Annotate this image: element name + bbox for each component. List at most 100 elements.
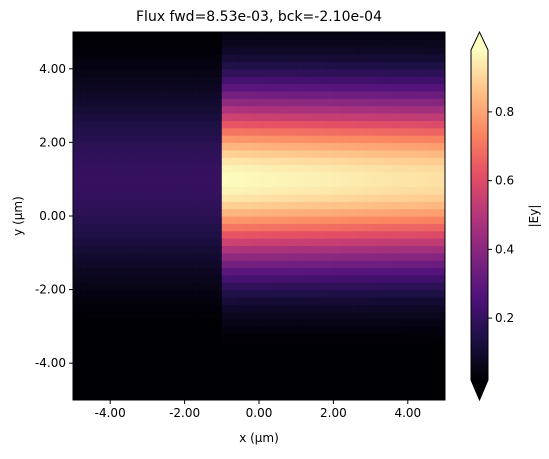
heatmap-cell <box>206 311 215 320</box>
heatmap-cell <box>378 326 387 335</box>
heatmap-cell <box>95 223 104 232</box>
heatmap-cell <box>162 201 171 210</box>
heatmap-cell <box>206 171 215 180</box>
heatmap-cell <box>147 245 156 254</box>
heatmap-cell <box>273 341 282 350</box>
heatmap-cell <box>117 179 126 188</box>
heatmap-cell <box>251 135 260 143</box>
colorbar-gradient <box>471 50 488 380</box>
heatmap-cell <box>318 149 327 158</box>
heatmap-cell <box>244 54 253 63</box>
heatmap-cell <box>229 230 238 239</box>
heatmap-cell <box>325 127 334 136</box>
heatmap-cell <box>422 201 431 210</box>
heatmap-cell <box>422 304 431 313</box>
heatmap-cell <box>311 186 320 195</box>
heatmap-cell <box>73 238 82 247</box>
heatmap-cell <box>348 112 357 121</box>
heatmap-cell <box>214 186 223 195</box>
heatmap-cell <box>311 238 320 247</box>
heatmap-cell <box>370 68 379 77</box>
heatmap-cell <box>132 260 141 269</box>
heatmap-cell <box>348 216 357 224</box>
heatmap-cell <box>87 39 96 48</box>
heatmap-cell <box>154 333 163 342</box>
heatmap-cell <box>259 120 268 129</box>
heatmap-cell <box>169 216 178 224</box>
heatmap-cell <box>430 326 439 335</box>
heatmap-cell <box>288 142 297 151</box>
heatmap-cell <box>177 260 186 269</box>
heatmap-cell <box>430 61 439 70</box>
heatmap-cell <box>385 267 394 276</box>
heatmap-cell <box>192 267 201 276</box>
heatmap-cell <box>199 385 208 394</box>
heatmap-cell <box>400 193 409 202</box>
heatmap-cell <box>281 54 290 63</box>
heatmap-cell <box>199 112 208 121</box>
heatmap-cell <box>251 68 260 77</box>
heatmap-cell <box>288 127 297 136</box>
heatmap-cell <box>422 76 431 85</box>
heatmap-cell <box>392 46 401 55</box>
heatmap-cell <box>73 201 82 210</box>
heatmap-cell <box>206 289 215 298</box>
heatmap-cell <box>229 46 238 55</box>
heatmap-cell <box>73 304 82 313</box>
heatmap-cell <box>221 363 230 372</box>
heatmap-cell <box>437 61 445 70</box>
heatmap-cell <box>415 326 424 335</box>
heatmap-cell <box>102 267 111 276</box>
heatmap-cell <box>125 216 134 224</box>
heatmap-cell <box>184 289 193 298</box>
heatmap-cell <box>407 355 416 364</box>
heatmap-cell <box>110 193 119 202</box>
heatmap-cell <box>192 112 201 121</box>
heatmap-cell <box>378 216 387 224</box>
heatmap-cell <box>437 385 445 394</box>
heatmap-cell <box>95 193 104 202</box>
heatmap-cell <box>177 296 186 305</box>
heatmap-cell <box>184 39 193 48</box>
heatmap-cell <box>169 164 178 173</box>
heatmap-cell <box>407 171 416 180</box>
heatmap-cell <box>348 223 357 232</box>
heatmap-cell <box>281 223 290 232</box>
heatmap-cell <box>169 392 178 400</box>
heatmap-cell <box>392 326 401 335</box>
heatmap-cell <box>154 157 163 166</box>
heatmap-cell <box>117 355 126 364</box>
heatmap-cell <box>325 304 334 313</box>
heatmap-cell <box>430 282 439 291</box>
heatmap-cell <box>355 105 364 114</box>
heatmap-cell <box>199 296 208 305</box>
heatmap-cell <box>132 238 141 247</box>
heatmap-cell <box>139 252 148 261</box>
heatmap-cell <box>273 370 282 379</box>
heatmap-cell <box>363 304 372 313</box>
heatmap-cell <box>221 157 230 166</box>
heatmap-cell <box>363 311 372 320</box>
heatmap-cell <box>73 120 82 129</box>
heatmap-cell <box>273 105 282 114</box>
y-tick-label: -2.00 <box>35 283 66 297</box>
heatmap-cell <box>378 341 387 350</box>
heatmap-cell <box>169 355 178 364</box>
heatmap-cell <box>266 377 275 386</box>
heatmap-cell <box>139 311 148 320</box>
heatmap-cell <box>311 157 320 166</box>
heatmap-cell <box>125 274 134 283</box>
heatmap-cell <box>236 208 245 217</box>
heatmap-cell <box>311 311 320 320</box>
heatmap-cell <box>407 186 416 195</box>
heatmap-cell <box>80 83 89 92</box>
heatmap-cell <box>400 105 409 114</box>
heatmap-cell <box>73 54 82 63</box>
heatmap-cell <box>177 76 186 85</box>
heatmap-cell <box>318 267 327 276</box>
heatmap-cell <box>162 171 171 180</box>
heatmap-cell <box>259 385 268 394</box>
heatmap-cell <box>229 223 238 232</box>
heatmap-cell <box>355 370 364 379</box>
heatmap-cell <box>355 112 364 121</box>
